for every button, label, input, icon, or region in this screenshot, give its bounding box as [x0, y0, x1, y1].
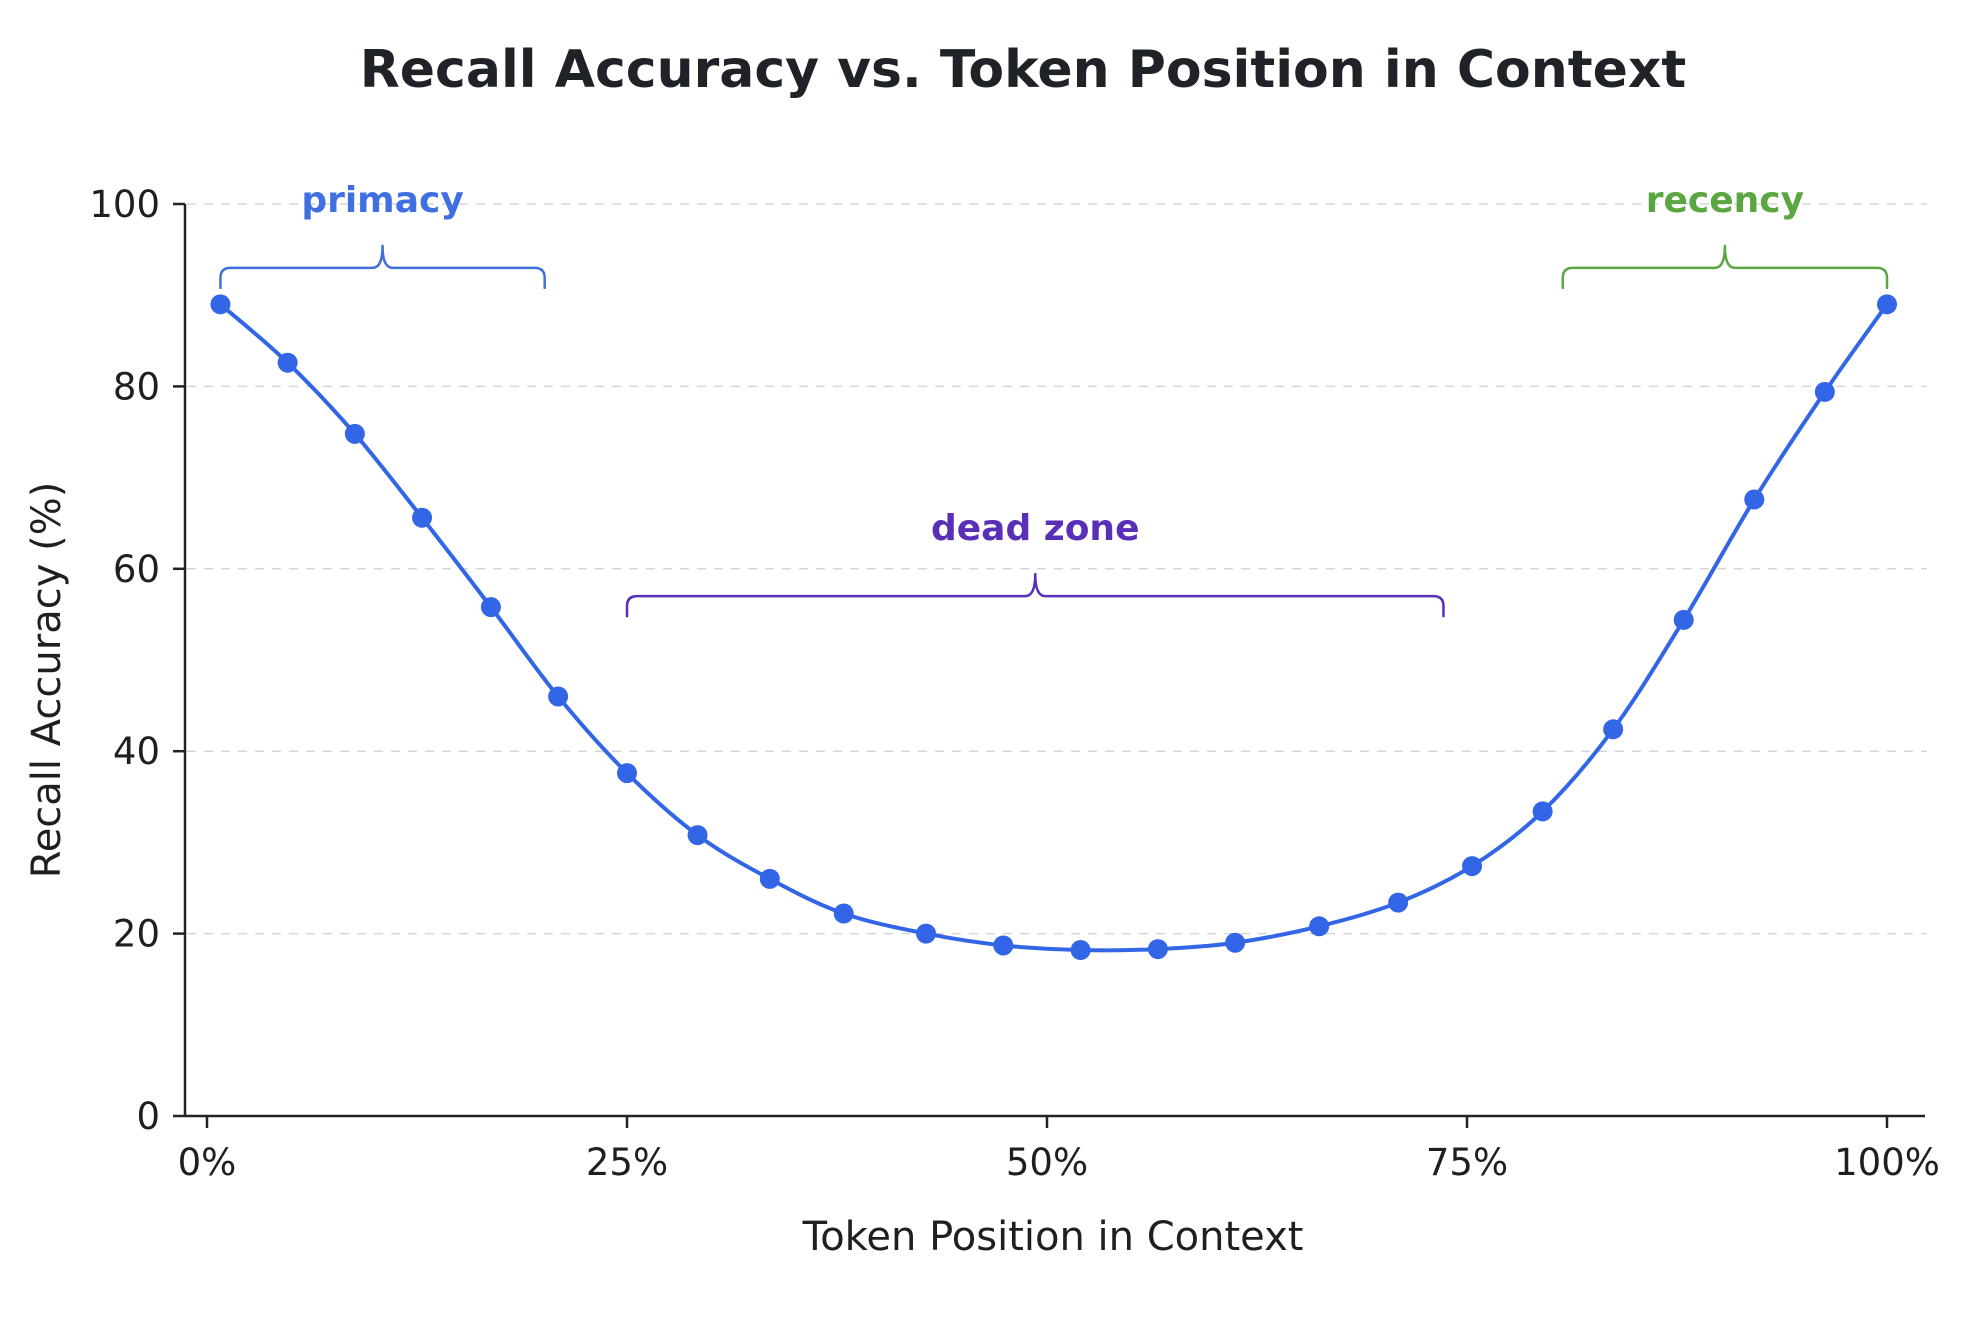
y-axis-label: Recall Accuracy (%) [24, 482, 70, 879]
data-point-5 [548, 686, 569, 707]
data-point-0 [210, 294, 231, 315]
y-tick-label-0: 0 [136, 1095, 160, 1138]
data-point-4 [480, 597, 501, 618]
data-point-18 [1532, 801, 1553, 822]
gridlines [187, 203, 1927, 935]
x-tick-label-0: 0% [178, 1141, 237, 1184]
data-point-17 [1462, 856, 1483, 877]
data-point-3 [412, 507, 433, 528]
data-point-15 [1309, 916, 1330, 937]
data-point-1 [277, 352, 298, 373]
annotation-label: recency [1646, 180, 1804, 221]
data-point-8 [759, 868, 780, 889]
y-tick-label-60: 60 [113, 548, 160, 591]
data-point-20 [1673, 609, 1694, 630]
data-point-16 [1388, 892, 1409, 913]
series-line [218, 302, 1889, 953]
y-tick-label-80: 80 [113, 365, 160, 408]
annotation-label: primacy [301, 180, 463, 221]
chart-title: Recall Accuracy vs. Token Position in Co… [360, 40, 1687, 100]
annotation-primacy: primacy [219, 180, 546, 290]
data-point-11 [993, 935, 1014, 956]
data-point-6 [617, 763, 637, 784]
data-point-21 [1744, 489, 1765, 510]
data-point-23 [1877, 294, 1897, 315]
annotation-brace [625, 572, 1445, 618]
annotation-recency: recency [1561, 180, 1889, 290]
data-point-22 [1814, 381, 1835, 402]
data-point-12 [1070, 940, 1091, 961]
x-tick-label-25: 25% [586, 1141, 668, 1184]
data-point-13 [1147, 939, 1168, 960]
annotation-brace [219, 244, 546, 290]
x-tick-label-75: 75% [1426, 1141, 1508, 1184]
y-tick-label-100: 100 [89, 183, 160, 226]
data-series [210, 294, 1897, 961]
annotation-brace [1561, 244, 1889, 290]
axes: 0 20 40 60 80 100 0% 25% 50% 75% 100% [89, 183, 1940, 1184]
x-tick-label-50: 50% [1006, 1141, 1088, 1184]
x-axis-label: Token Position in Context [802, 1214, 1304, 1260]
data-point-19 [1603, 719, 1624, 740]
y-tick-label-40: 40 [113, 730, 160, 773]
y-tick-label-20: 20 [113, 913, 160, 956]
data-point-14 [1225, 932, 1246, 953]
annotations: primacy dead zone recency [219, 180, 1889, 618]
data-point-10 [916, 923, 937, 944]
annotation-dead-zone: dead zone [625, 508, 1445, 618]
data-point-9 [833, 903, 854, 924]
data-point-7 [687, 825, 708, 846]
data-point-2 [344, 423, 365, 444]
x-tick-label-100: 100% [1834, 1141, 1940, 1184]
annotation-label: dead zone [931, 508, 1140, 549]
